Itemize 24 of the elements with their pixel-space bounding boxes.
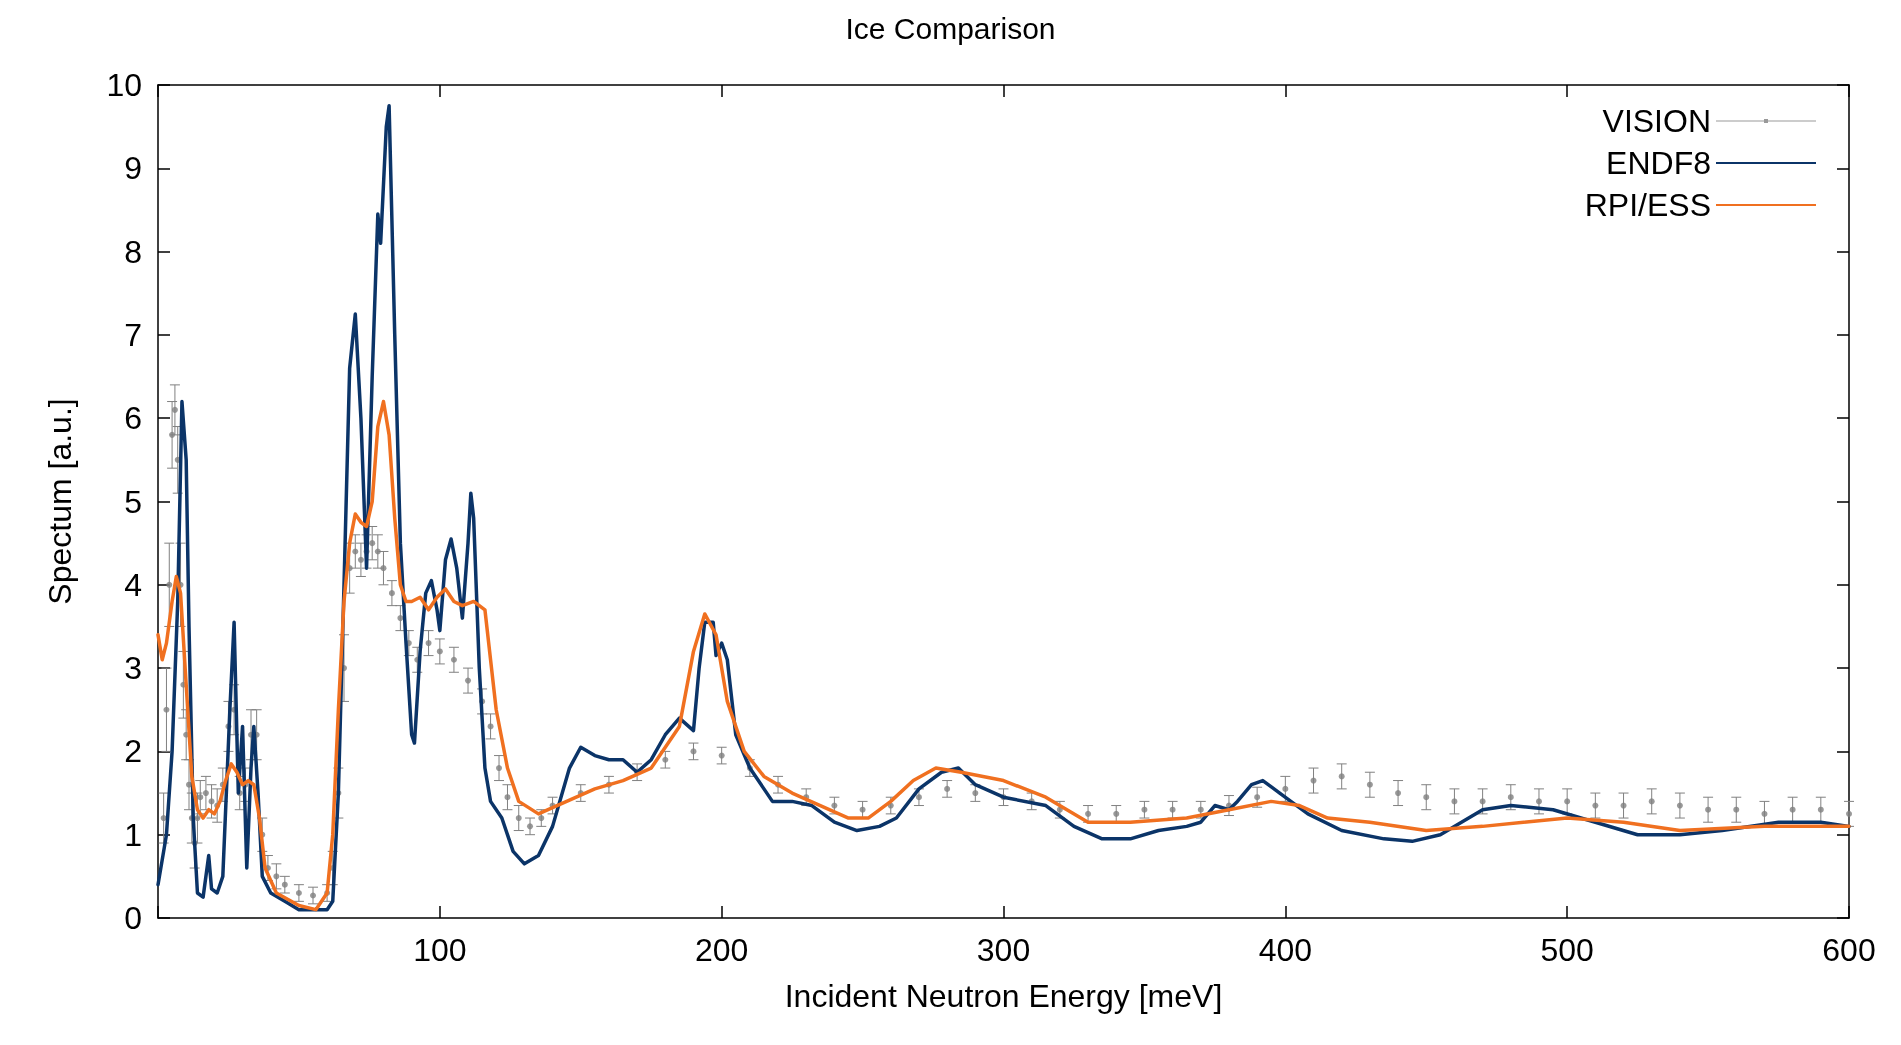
y-tick-label: 8 <box>124 233 142 270</box>
legend-label: VISION <box>1602 103 1711 139</box>
line-series <box>156 104 1851 912</box>
y-tick-label: 5 <box>124 483 142 520</box>
x-tick-label: 400 <box>1258 932 1313 968</box>
y-tick-label: 2 <box>124 733 142 770</box>
y-tick-label: 4 <box>124 566 142 603</box>
chart-title: Ice Comparison <box>845 11 1056 45</box>
x-tick-label: 500 <box>1540 932 1594 968</box>
x-axis-title: Incident Neutron Energy [meV] <box>784 978 1223 1014</box>
y-tick-label: 7 <box>124 316 142 353</box>
x-tick-label: 200 <box>694 932 749 968</box>
y-axis-title: Spectum [a.u.] <box>42 398 78 605</box>
y-tick-label: 3 <box>124 650 142 687</box>
legend-label: RPI/ESS <box>1584 187 1711 223</box>
x-tick-label: 300 <box>976 932 1031 968</box>
y-tick-label: 6 <box>124 400 142 437</box>
x-tick-label: 600 <box>1822 932 1876 968</box>
y-tick-label: 10 <box>106 67 142 103</box>
x-tick-label: 100 <box>413 932 467 968</box>
y-tick-label: 1 <box>124 816 142 853</box>
legend-label: ENDF8 <box>1606 145 1711 181</box>
y-tick-label: 0 <box>124 900 142 936</box>
y-tick-label: 9 <box>124 150 142 187</box>
